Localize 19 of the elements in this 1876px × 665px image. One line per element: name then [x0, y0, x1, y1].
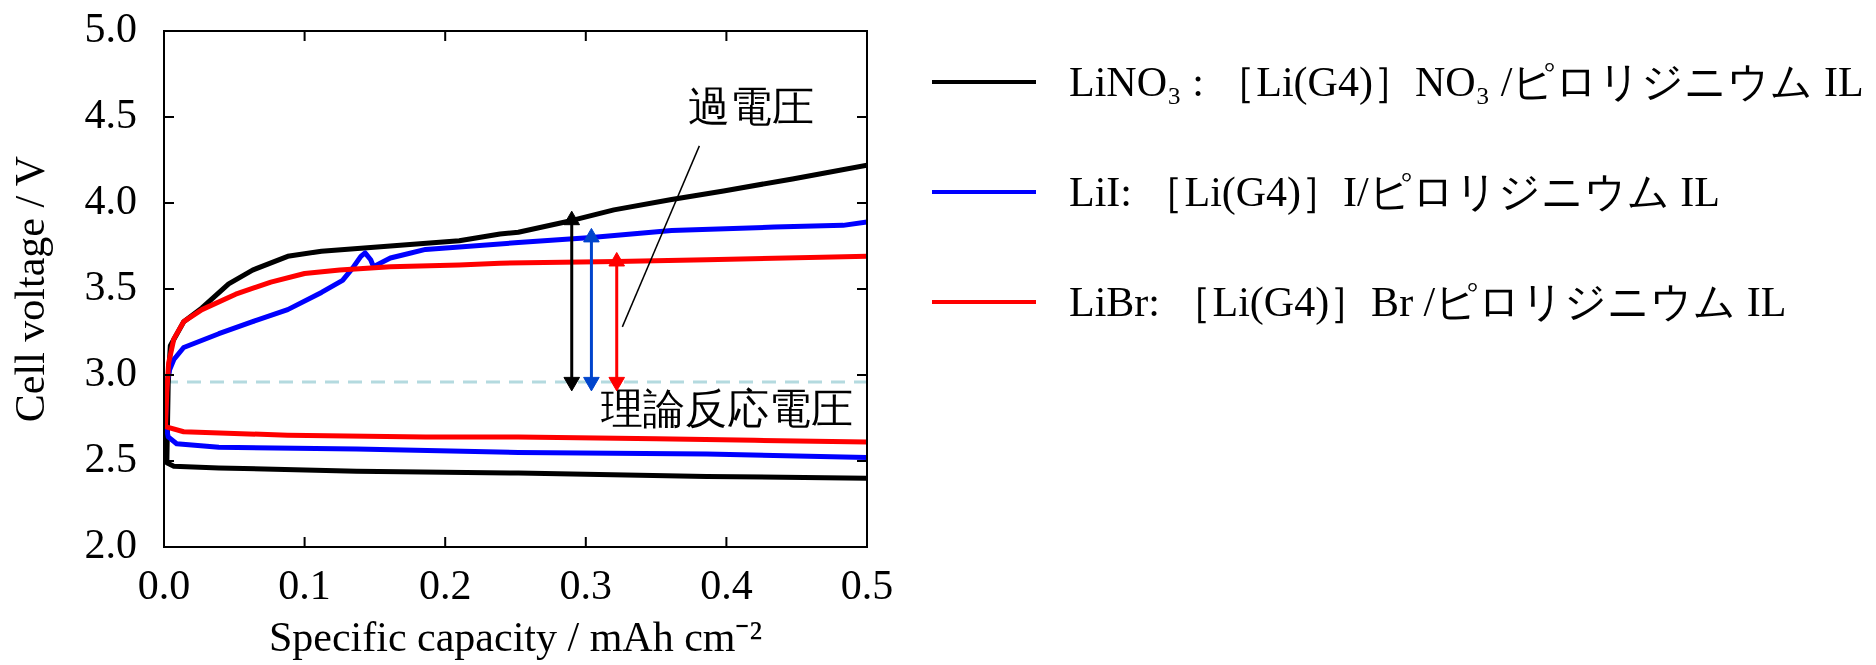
x-tick-label: 0.0: [137, 562, 191, 609]
y-axis-title: Cell voltage / V: [7, 155, 54, 423]
x-tick-label: 0.2: [418, 562, 472, 609]
y-tick-label: 5.0: [84, 5, 137, 52]
y-tick-label: 3.0: [84, 349, 137, 396]
annotation: 過電圧: [688, 81, 815, 131]
y-tick-label: 4.0: [84, 177, 137, 224]
y-tick-label: 2.5: [84, 435, 137, 482]
y-tick-label: 2.0: [84, 521, 137, 568]
legend-label: LiNO₃ : ［Li(G4)］NO₃ /ピロリジニウム IL: [1069, 58, 1864, 107]
x-tick-label: 0.4: [700, 562, 753, 609]
x-tick-label: 0.1: [278, 562, 331, 609]
y-tick-label: 4.5: [84, 91, 137, 138]
x-axis-title: Specific capacity / mAh cm⁻²: [268, 613, 763, 660]
y-tick-label: 3.5: [84, 263, 137, 310]
x-tick-label: 0.5: [840, 562, 894, 609]
x-tick-label: 0.3: [559, 562, 613, 609]
legend-label: LiI: ［Li(G4)］I/ピロリジニウム IL: [1069, 168, 1720, 217]
legend-label: LiBr: ［Li(G4)］Br /ピロリジニウム IL: [1069, 278, 1787, 327]
